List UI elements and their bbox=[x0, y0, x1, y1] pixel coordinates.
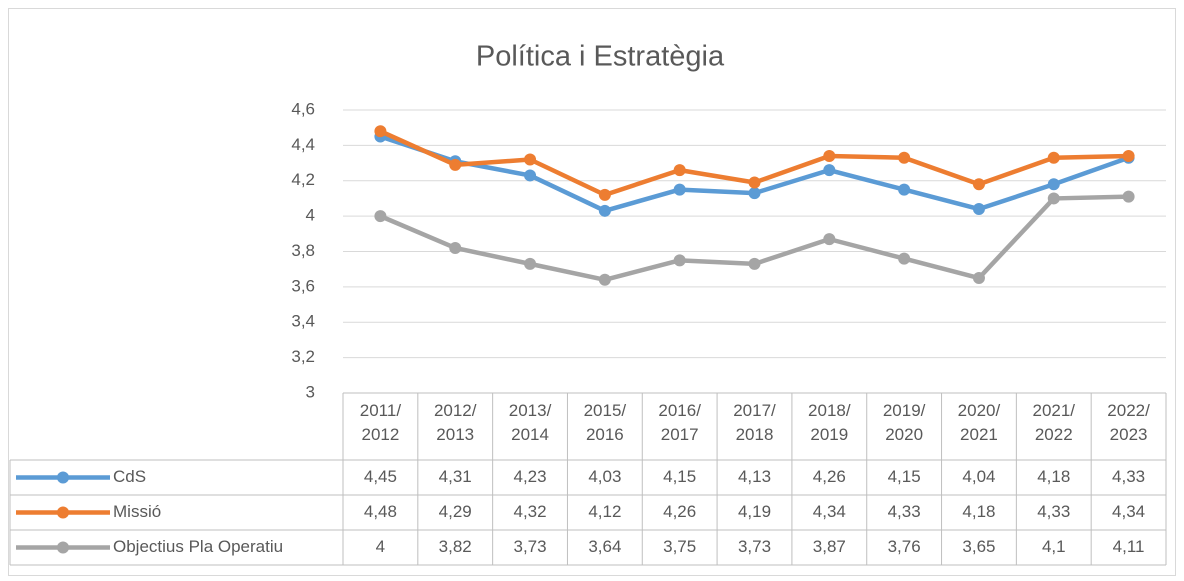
table-value: 4,26 bbox=[663, 502, 696, 521]
point bbox=[449, 158, 462, 171]
table-value: 3,65 bbox=[962, 537, 995, 556]
legend-marker bbox=[57, 541, 69, 554]
table-value: 4,45 bbox=[364, 467, 397, 486]
point bbox=[823, 149, 836, 162]
table-value: 4,26 bbox=[813, 467, 846, 486]
point bbox=[898, 183, 911, 196]
table-value: 3,76 bbox=[888, 537, 921, 556]
chart-frame bbox=[8, 8, 1176, 576]
chart-title: Política i Estratègia bbox=[476, 41, 725, 73]
legend-label: CdS bbox=[113, 467, 146, 486]
table-value: 3,82 bbox=[439, 537, 472, 556]
table-value: 4,15 bbox=[888, 467, 921, 486]
table-value: 4,33 bbox=[888, 502, 921, 521]
point bbox=[598, 188, 611, 201]
table-value: 4,03 bbox=[588, 467, 621, 486]
y-tick-label: 3,8 bbox=[291, 241, 315, 260]
table-value: 4,13 bbox=[738, 467, 771, 486]
table-value: 4,18 bbox=[962, 502, 995, 521]
table-value: 4,18 bbox=[1037, 467, 1070, 486]
legend-label: Objectius Pla Operatiu bbox=[113, 537, 283, 556]
table-value: 4,19 bbox=[738, 502, 771, 521]
table-value: 3,75 bbox=[663, 537, 696, 556]
legend-label: Missió bbox=[113, 502, 161, 521]
x-tick-label: 2021/2022 bbox=[1032, 401, 1076, 444]
y-tick-label: 3,6 bbox=[291, 276, 315, 295]
x-tick-label: 2022/2023 bbox=[1107, 401, 1150, 444]
table-value: 4,12 bbox=[588, 502, 621, 521]
table-value: 4,23 bbox=[513, 467, 546, 486]
point bbox=[524, 257, 537, 270]
table-value: 4,29 bbox=[439, 502, 472, 521]
x-tick-label: 2016/2017 bbox=[658, 401, 701, 444]
point bbox=[748, 176, 761, 189]
point bbox=[673, 183, 686, 196]
point bbox=[374, 210, 387, 223]
table-value: 4,11 bbox=[1113, 537, 1145, 556]
x-tick-label: 2011/2012 bbox=[359, 401, 402, 444]
point bbox=[823, 233, 836, 246]
point bbox=[598, 204, 611, 217]
table-value: 4,34 bbox=[813, 502, 846, 521]
point bbox=[1047, 192, 1060, 205]
y-tick-label: 4,6 bbox=[291, 99, 315, 118]
point bbox=[748, 257, 761, 270]
y-tick-label: 3,4 bbox=[291, 312, 315, 331]
y-tick-label: 3,2 bbox=[291, 347, 315, 366]
point bbox=[898, 151, 911, 164]
x-tick-label: 2017/2018 bbox=[733, 401, 776, 444]
point bbox=[673, 254, 686, 267]
y-tick-label: 4,2 bbox=[291, 170, 315, 189]
table-value: 4 bbox=[376, 537, 385, 556]
table-value: 4,48 bbox=[364, 502, 397, 521]
x-tick-label: 2020/2021 bbox=[957, 401, 1001, 444]
y-tick-label: 4,4 bbox=[291, 135, 315, 154]
x-tick-label: 2015/2016 bbox=[583, 401, 627, 444]
table-value: 3,87 bbox=[813, 537, 846, 556]
table-value: 4,31 bbox=[439, 467, 472, 486]
table-value: 4,15 bbox=[663, 467, 696, 486]
table-value: 3,73 bbox=[738, 537, 771, 556]
point bbox=[524, 153, 537, 166]
x-tick-label: 2019/2020 bbox=[882, 401, 926, 444]
point bbox=[972, 272, 985, 285]
point bbox=[1122, 190, 1135, 203]
table-value: 4,33 bbox=[1112, 467, 1145, 486]
y-tick-label: 4 bbox=[306, 206, 315, 225]
x-tick-label: 2013/2014 bbox=[508, 401, 552, 444]
legend-marker bbox=[57, 506, 69, 519]
point bbox=[823, 164, 836, 177]
point bbox=[1047, 178, 1060, 191]
table-value: 4,32 bbox=[513, 502, 546, 521]
point bbox=[972, 178, 985, 191]
y-tick-label: 3 bbox=[306, 382, 315, 401]
point bbox=[1047, 151, 1060, 164]
table-value: 4,34 bbox=[1112, 502, 1145, 521]
table-value: 3,73 bbox=[513, 537, 546, 556]
point bbox=[1122, 149, 1135, 162]
x-tick-label: 2018/2019 bbox=[808, 401, 851, 444]
point bbox=[972, 203, 985, 216]
legend-marker bbox=[57, 471, 69, 484]
point bbox=[898, 252, 911, 265]
table-value: 4,04 bbox=[962, 467, 995, 486]
point bbox=[449, 241, 462, 254]
table-value: 4,33 bbox=[1037, 502, 1070, 521]
point bbox=[374, 125, 387, 138]
point bbox=[748, 187, 761, 200]
table-value: 3,64 bbox=[588, 537, 621, 556]
x-tick-label: 2012/2013 bbox=[433, 401, 477, 444]
point bbox=[598, 273, 611, 286]
point bbox=[673, 164, 686, 177]
point bbox=[524, 169, 537, 182]
table-value: 4,1 bbox=[1042, 537, 1066, 556]
